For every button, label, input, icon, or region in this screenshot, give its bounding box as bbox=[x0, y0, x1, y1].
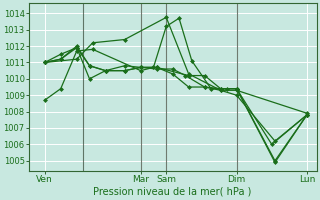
X-axis label: Pression niveau de la mer( hPa ): Pression niveau de la mer( hPa ) bbox=[93, 187, 252, 197]
